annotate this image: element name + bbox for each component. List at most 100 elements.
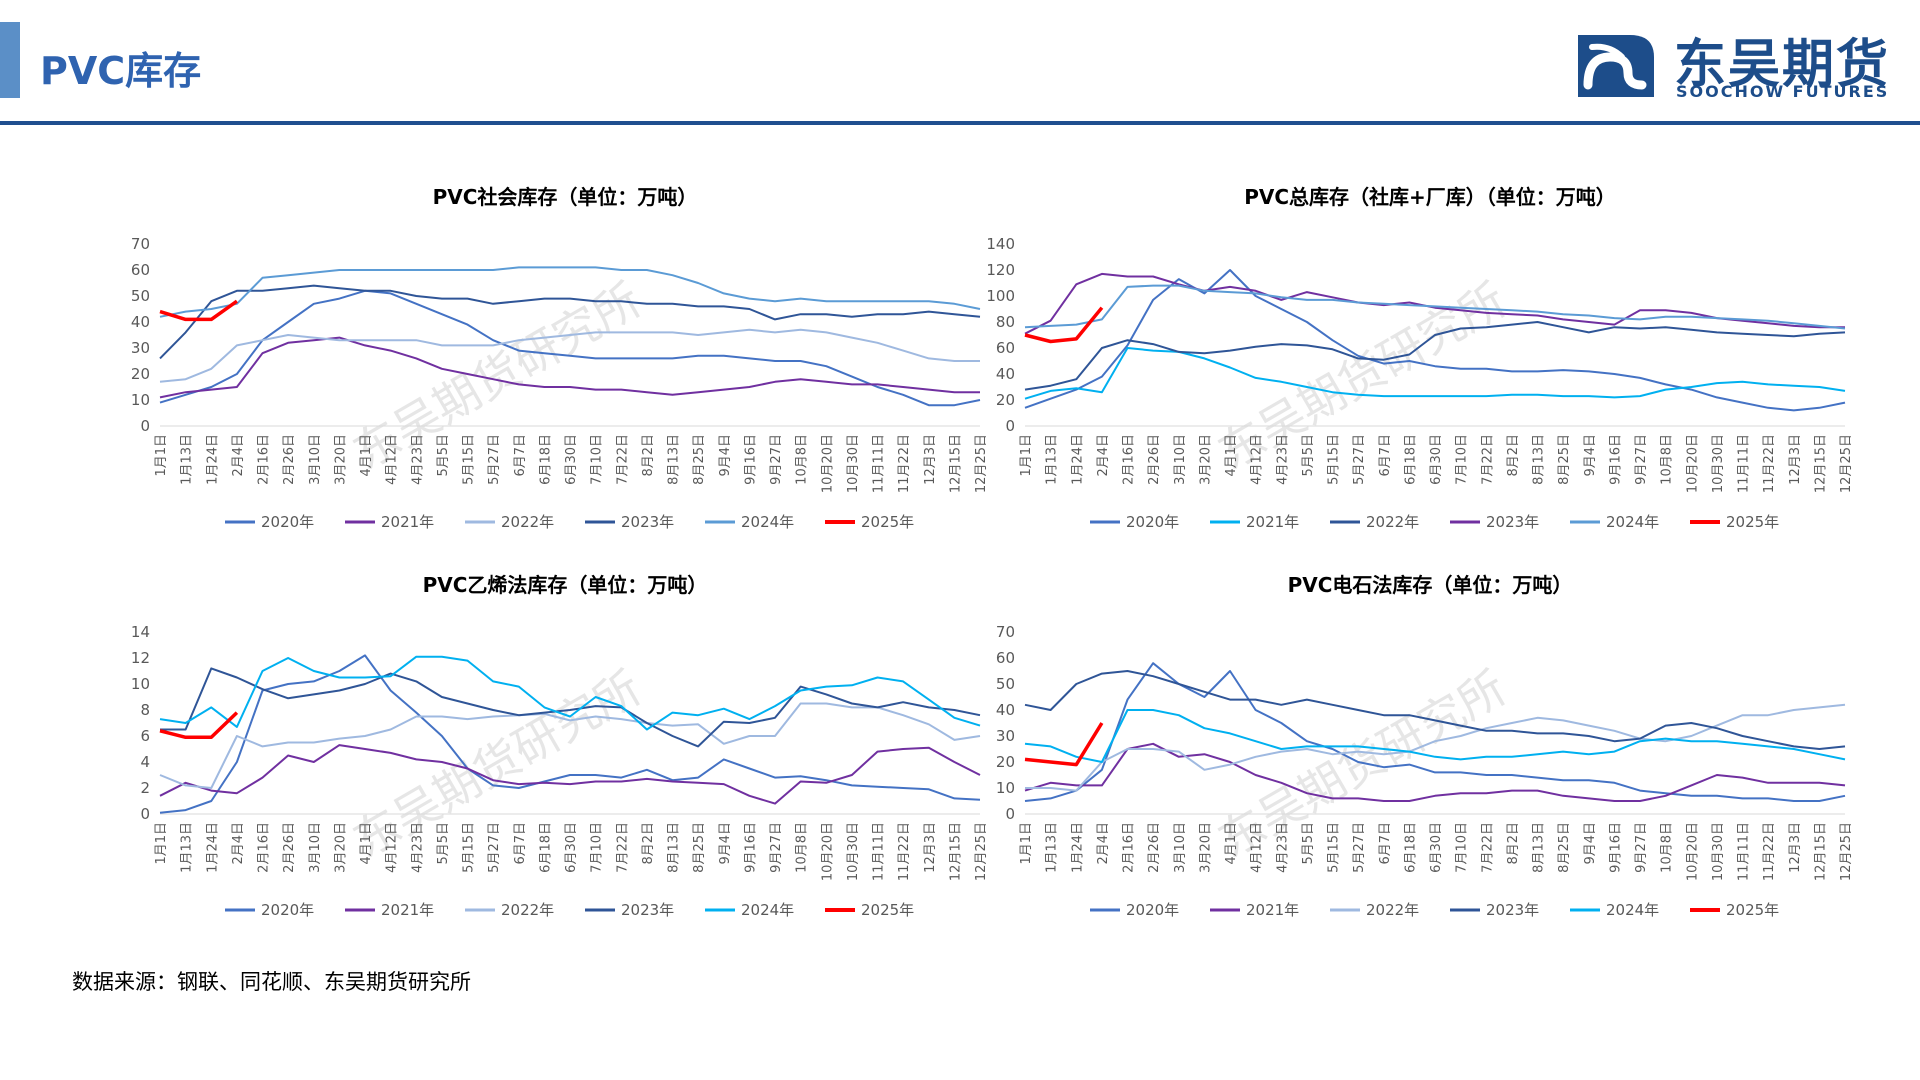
x-tick-label: 9月16日 [1608,822,1623,873]
y-tick-label: 0 [140,417,150,435]
x-tick-label: 4月12日 [1250,434,1265,485]
title-accent-bar [0,22,20,98]
chart-title: PVC社会库存（单位：万吨） [433,185,698,209]
chart-total-inventory: PVC总库存（社库+厂库）（单位：万吨） 东吴期货研究所 0 20 40 60 80 100 1… [965,180,1895,560]
x-tick-label: 4月1日 [359,434,374,477]
x-tick-label: 6月7日 [1378,434,1393,477]
x-tick-label: 9月4日 [718,434,733,477]
x-tick-label: 8月2日 [1506,434,1521,477]
series-line-2022年 [1025,703,1846,792]
x-tick-label: 11月11日 [1737,822,1752,881]
x-tick-label: 4月12日 [1250,822,1265,873]
x-tick-label: 3月20日 [1198,434,1213,485]
x-tick-label: 8月2日 [1506,822,1521,865]
x-tick-label: 3月20日 [1198,822,1213,873]
y-tick-label: 12 [131,649,150,667]
legend-label: 2023年 [621,513,674,531]
series-line-2021年 [1024,347,1846,400]
x-tick-label: 5月27日 [1352,434,1367,485]
x-tick-label: 10月8日 [1660,822,1675,873]
legend-label: 2024年 [1606,901,1659,919]
y-tick-label: 80 [996,313,1015,331]
x-tick-label: 12月3日 [923,822,938,873]
legend-label: 2023年 [621,901,674,919]
x-tick-label: 2月26日 [282,434,297,485]
chart-svg: PVC总库存（社库+厂库）（单位：万吨）东吴期货研究所0204060801001… [986,185,1854,531]
legend-label: 2022年 [1366,513,1419,531]
series-line-2024年 [1024,284,1846,330]
x-tick-label: 7月10日 [590,434,605,485]
x-tick-label: 11月22日 [1762,434,1777,493]
x-tick-label: 8月25日 [692,434,707,485]
page-title: PVC库存 [40,49,202,93]
y-tick-label: 30 [996,727,1015,745]
series-line-2023年 [159,284,981,360]
x-tick-label: 9月27日 [1634,434,1649,485]
x-tick-label: 1月13日 [1045,434,1060,485]
x-tick-label: 10月8日 [1660,434,1675,485]
chart-carbide-inventory: PVC电石法库存（单位：万吨） 东吴期货研究所 0 10 20 30 40 50 60 70 1月1… [965,568,1895,948]
x-tick-label: 9月27日 [1634,822,1649,873]
x-tick-label: 11月22日 [1762,822,1777,881]
y-tick-label: 140 [986,235,1015,253]
x-tick-label: 4月23日 [410,434,425,485]
legend-label: 2024年 [741,513,794,531]
x-tick-label: 10月8日 [795,822,810,873]
x-tick-label: 2月16日 [257,822,272,873]
x-tick-label: 6月18日 [538,822,553,873]
x-tick-label: 12月25日 [1839,822,1854,881]
x-tick-label: 12月25日 [974,822,989,881]
x-tick-label: 1月1日 [1019,434,1034,477]
legend-label: 2023年 [1486,901,1539,919]
logo-chinese-text: 东吴期货 [1674,35,1891,95]
source-note: 数据来源：钢联、同花顺、东吴期货研究所 [72,970,471,994]
legend-label: 2025年 [1726,901,1779,919]
chart-social-inventory: PVC社会库存（单位：万吨） 东吴期货研究所 0 10 20 30 40 50 60 70 1月1日… [100,180,1030,560]
x-tick-label: 5月15日 [462,434,477,485]
x-tick-label: 5月27日 [1352,822,1367,873]
y-tick-label: 60 [996,649,1015,667]
x-tick-label: 9月27日 [769,822,784,873]
series-line-2025年 [159,711,239,740]
y-tick-label: 0 [1005,805,1015,823]
series-line-2024年 [1024,709,1846,763]
y-tick-label: 6 [140,727,150,745]
x-tick-label: 1月24日 [1070,434,1085,485]
x-tick-label: 6月18日 [1403,822,1418,873]
legend-label: 2021年 [381,513,434,531]
y-tick-label: 70 [131,235,150,253]
x-tick-label: 6月7日 [513,822,528,865]
series-line-2021年 [1024,742,1846,802]
x-tick-label: 6月30日 [564,434,579,485]
legend-label: 2020年 [1126,901,1179,919]
header-divider [0,121,1920,125]
x-tick-label: 5月5日 [1301,434,1316,477]
x-tick-label: 4月23日 [1275,822,1290,873]
x-tick-label: 9月16日 [1608,434,1623,485]
legend-label: 2022年 [1366,901,1419,919]
x-tick-label: 6月30日 [564,822,579,873]
series-line-2021年 [159,336,980,399]
x-tick-label: 7月10日 [1455,434,1470,485]
x-tick-label: 5月5日 [436,822,451,865]
x-tick-label: 8月13日 [667,822,682,873]
x-tick-label: 12月25日 [974,434,989,493]
x-tick-label: 4月12日 [385,434,400,485]
x-tick-label: 6月18日 [538,434,553,485]
x-tick-label: 2月16日 [257,434,272,485]
chart-title: PVC总库存（社库+厂库）（单位：万吨） [1244,185,1616,209]
legend-label: 2025年 [861,513,914,531]
x-tick-label: 10月20日 [1685,822,1700,881]
y-tick-label: 70 [996,623,1015,641]
x-tick-label: 2月16日 [1122,822,1137,873]
x-tick-label: 12月25日 [1839,434,1854,493]
x-tick-label: 8月25日 [1557,822,1572,873]
x-tick-label: 8月13日 [1532,434,1547,485]
x-tick-label: 1月1日 [1019,822,1034,865]
x-tick-label: 6月30日 [1429,822,1444,873]
x-tick-label: 8月2日 [641,822,656,865]
x-tick-label: 3月10日 [1173,434,1188,485]
x-tick-label: 2月4日 [231,822,246,865]
x-tick-label: 4月1日 [1224,822,1239,865]
